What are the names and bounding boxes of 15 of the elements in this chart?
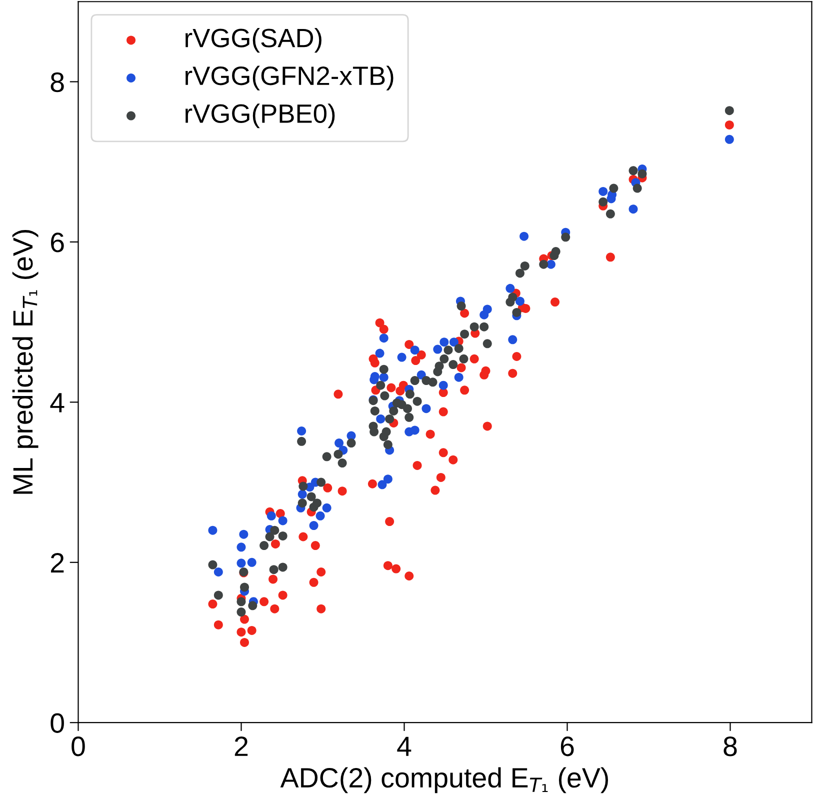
x-tick-label: 2 — [234, 736, 248, 756]
legend-label: rVGG(PBE0) — [186, 104, 335, 128]
y-tick-label: 8 — [50, 72, 64, 92]
y-tick-label: 2 — [50, 553, 64, 572]
legend-label: rVGG(GFN2-xTB) — [186, 66, 394, 90]
x-tick-label: 0 — [72, 736, 85, 756]
x-tick-label: 6 — [560, 736, 574, 756]
x-tick-label: 4 — [397, 736, 412, 756]
legend-label: rVGG(SAD) — [186, 28, 322, 53]
y-tick-label: 4 — [50, 393, 64, 412]
y-axis-title: ML predicted E$_{T₁}$ (eV) — [12, 230, 38, 494]
y-tick-label: 6 — [51, 232, 64, 252]
x-axis-title: ADC(2) computed E$_{T₁}$ (eV) — [280, 767, 608, 794]
x-tick-label: 8 — [724, 736, 737, 756]
y-tick-label: 0 — [50, 713, 64, 733]
